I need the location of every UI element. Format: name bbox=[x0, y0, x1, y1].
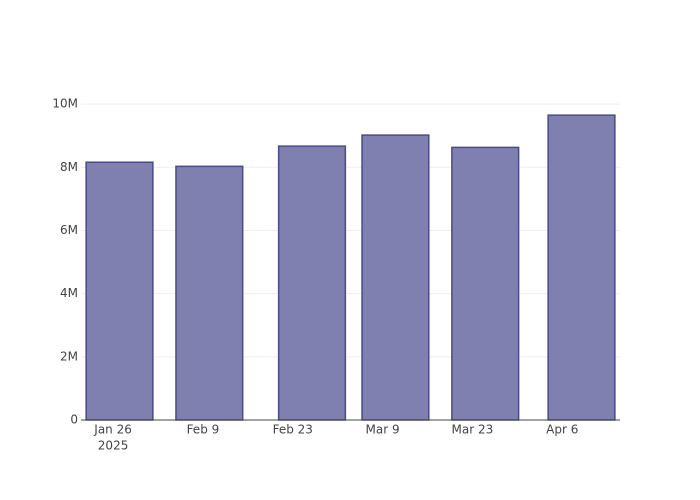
bar bbox=[85, 161, 154, 421]
y-tick-label: 8M bbox=[60, 160, 78, 174]
bar bbox=[277, 145, 347, 421]
x-tick-label: Mar 9 bbox=[366, 423, 400, 437]
x-tick-label: Feb 9 bbox=[187, 423, 220, 437]
bar bbox=[451, 146, 520, 421]
y-tick-label: 10M bbox=[52, 97, 78, 111]
x-tick-label: Jan 26 bbox=[93, 423, 132, 437]
y-tick-label: 0 bbox=[70, 413, 78, 427]
y-tick-label: 4M bbox=[60, 286, 78, 300]
bar bbox=[175, 165, 244, 421]
bar bbox=[361, 134, 430, 421]
y-tick-label: 2M bbox=[60, 349, 78, 363]
x-tick-year: 2025 bbox=[98, 439, 129, 453]
bar bbox=[547, 114, 616, 421]
x-tick-label: Apr 6 bbox=[546, 423, 578, 437]
x-tick-label: Feb 23 bbox=[273, 423, 313, 437]
x-tick-label: Mar 23 bbox=[452, 423, 494, 437]
y-tick-label: 6M bbox=[60, 223, 78, 237]
